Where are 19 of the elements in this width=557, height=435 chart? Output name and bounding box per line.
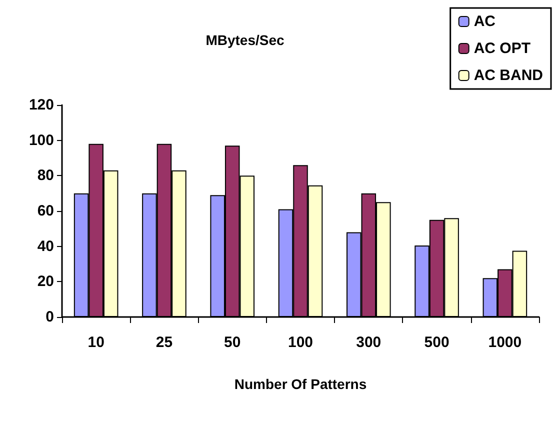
x-axis-title: Number Of Patterns <box>234 376 367 392</box>
y-tick-label: 0 <box>46 308 54 326</box>
x-tick-label: 25 <box>156 334 173 351</box>
x-tick-label: 500 <box>424 334 450 351</box>
x-tick-label: 300 <box>356 334 382 351</box>
y-tick-label: 60 <box>37 202 54 220</box>
y-tick-label: 80 <box>37 167 54 184</box>
y-tick-label: 40 <box>37 238 54 255</box>
legend-label: AC BAND <box>474 67 544 84</box>
legend-label: AC <box>474 13 496 30</box>
x-tick-label: 100 <box>288 334 314 351</box>
x-tick-label: 10 <box>88 334 104 351</box>
legend-label: AC OPT <box>474 40 531 57</box>
chart-title: MBytes/Sec <box>206 32 285 48</box>
y-tick-label: 20 <box>37 273 54 290</box>
x-tick-label: 50 <box>224 334 241 351</box>
y-tick-label: 120 <box>28 96 54 114</box>
x-tick-label: 1000 <box>488 334 522 351</box>
y-tick-label: 100 <box>28 132 54 149</box>
